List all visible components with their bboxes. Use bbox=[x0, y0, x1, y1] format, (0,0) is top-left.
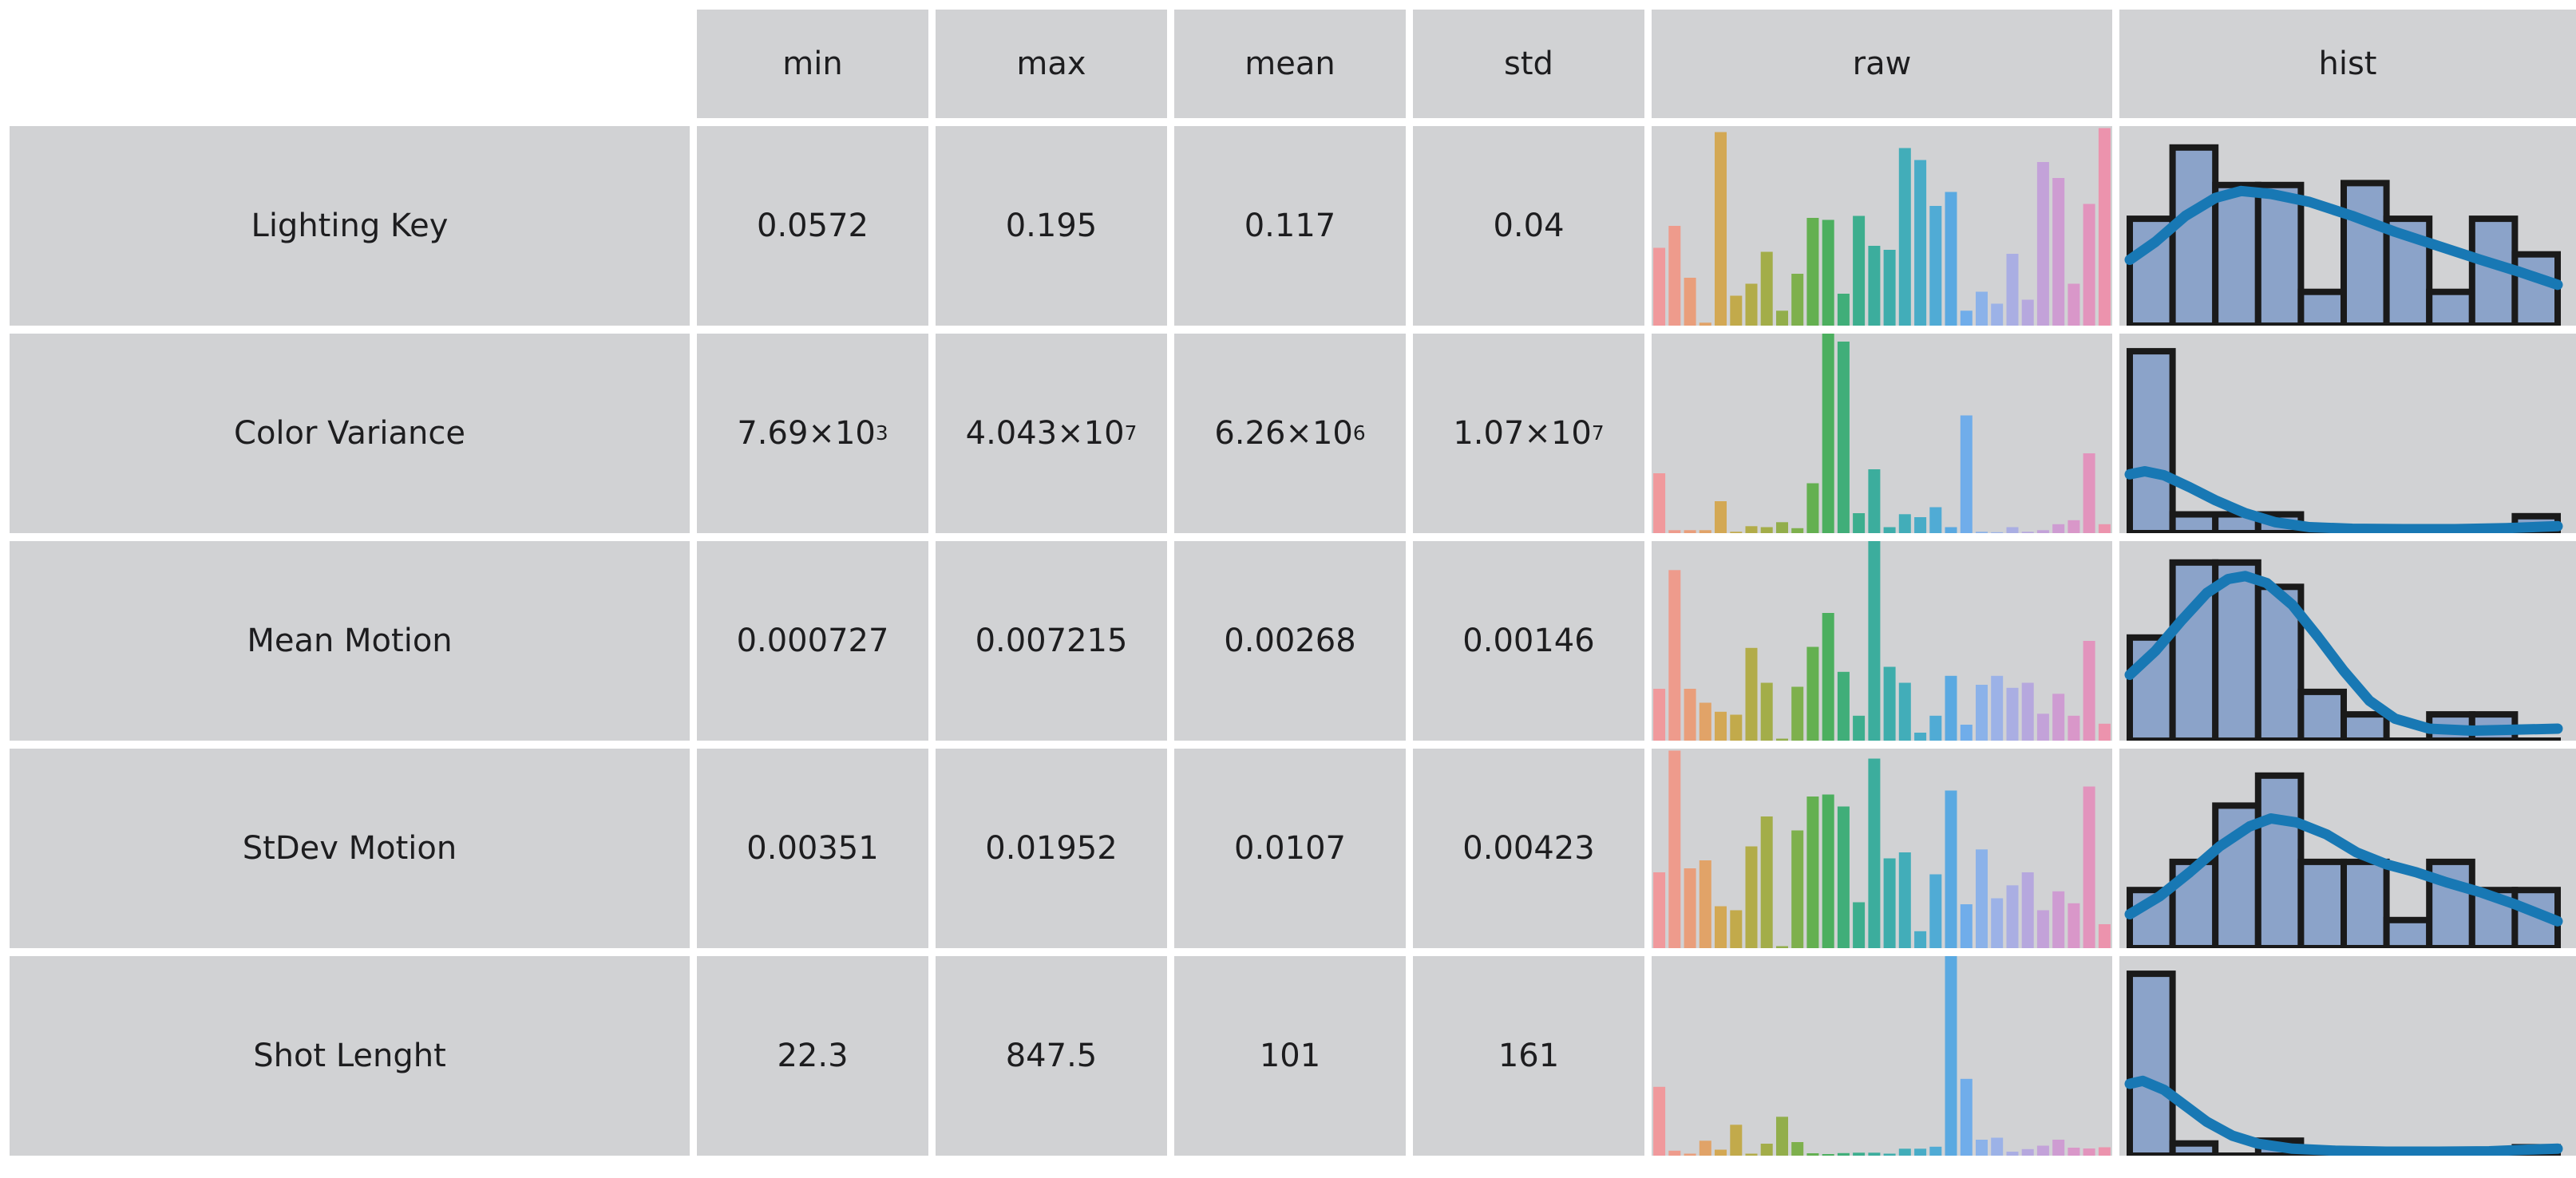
raw-bar-chart bbox=[1652, 541, 2112, 741]
value-text: 0.00146 bbox=[1462, 623, 1595, 659]
histogram-chart bbox=[2119, 541, 2576, 741]
max-value: 847.5 bbox=[936, 956, 1167, 1156]
row-label-mean-motion: Mean Motion bbox=[10, 541, 690, 741]
max-value: 0.01952 bbox=[936, 749, 1167, 948]
histogram-chart bbox=[2119, 956, 2576, 1156]
value-text: 847.5 bbox=[1005, 1038, 1098, 1074]
std-value: 0.00146 bbox=[1413, 541, 1644, 741]
min-value: 0.000727 bbox=[697, 541, 928, 741]
row-label-lighting-key: Lighting Key bbox=[10, 126, 690, 326]
min-value: 0.00351 bbox=[697, 749, 928, 948]
std-value: 1.07×10 7 bbox=[1413, 334, 1644, 533]
min-value: 22.3 bbox=[697, 956, 928, 1156]
max-value: 4.043×10 7 bbox=[936, 334, 1167, 533]
value-text: 0.007215 bbox=[975, 623, 1128, 659]
row-label-stdev-motion: StDev Motion bbox=[10, 749, 690, 948]
row-label-color-variance: Color Variance bbox=[10, 334, 690, 533]
value-text: 0.00423 bbox=[1462, 830, 1595, 867]
histogram-chart bbox=[2119, 749, 2576, 948]
value-text: 0.195 bbox=[1005, 208, 1098, 244]
mean-value: 0.00268 bbox=[1174, 541, 1406, 741]
mean-value: 6.26×10 6 bbox=[1174, 334, 1406, 533]
value-text: 161 bbox=[1498, 1038, 1560, 1074]
std-value: 161 bbox=[1413, 956, 1644, 1156]
max-value: 0.195 bbox=[936, 126, 1167, 326]
row-label-shot-lenght: Shot Lenght bbox=[10, 956, 690, 1156]
value-text: 7.69×10 bbox=[737, 415, 876, 452]
value-text: 0.000727 bbox=[736, 623, 889, 659]
std-value: 0.04 bbox=[1413, 126, 1644, 326]
value-text: 0.0107 bbox=[1234, 830, 1346, 867]
histogram-chart bbox=[2119, 126, 2576, 326]
column-header-std: std bbox=[1413, 10, 1644, 118]
value-text: 0.00268 bbox=[1224, 623, 1356, 659]
mean-value: 0.0107 bbox=[1174, 749, 1406, 948]
value-text: 1.07×10 bbox=[1453, 415, 1592, 452]
std-value: 0.00423 bbox=[1413, 749, 1644, 948]
raw-bar-chart bbox=[1652, 334, 2112, 533]
mean-value: 0.117 bbox=[1174, 126, 1406, 326]
value-text: 0.117 bbox=[1244, 208, 1336, 244]
raw-bar-chart bbox=[1652, 126, 2112, 326]
column-header-mean: mean bbox=[1174, 10, 1406, 118]
value-text: 0.04 bbox=[1493, 208, 1565, 244]
min-value: 7.69×10 3 bbox=[697, 334, 928, 533]
value-text: 101 bbox=[1259, 1038, 1321, 1074]
raw-bar-chart bbox=[1652, 749, 2112, 948]
value-text: 22.3 bbox=[777, 1038, 849, 1074]
value-text: 0.0572 bbox=[757, 208, 869, 244]
column-header-raw: raw bbox=[1652, 10, 2112, 118]
column-header-max: max bbox=[936, 10, 1167, 118]
max-value: 0.007215 bbox=[936, 541, 1167, 741]
column-header-hist: hist bbox=[2119, 10, 2576, 118]
raw-bar-chart bbox=[1652, 956, 2112, 1156]
mean-value: 101 bbox=[1174, 956, 1406, 1156]
value-text: 0.00351 bbox=[746, 830, 879, 867]
min-value: 0.0572 bbox=[697, 126, 928, 326]
histogram-chart bbox=[2119, 334, 2576, 533]
value-text: 4.043×10 bbox=[965, 415, 1125, 452]
value-text: 0.01952 bbox=[985, 830, 1118, 867]
header-corner-blank bbox=[10, 10, 690, 118]
value-text: 6.26×10 bbox=[1214, 415, 1353, 452]
column-header-min: min bbox=[697, 10, 928, 118]
